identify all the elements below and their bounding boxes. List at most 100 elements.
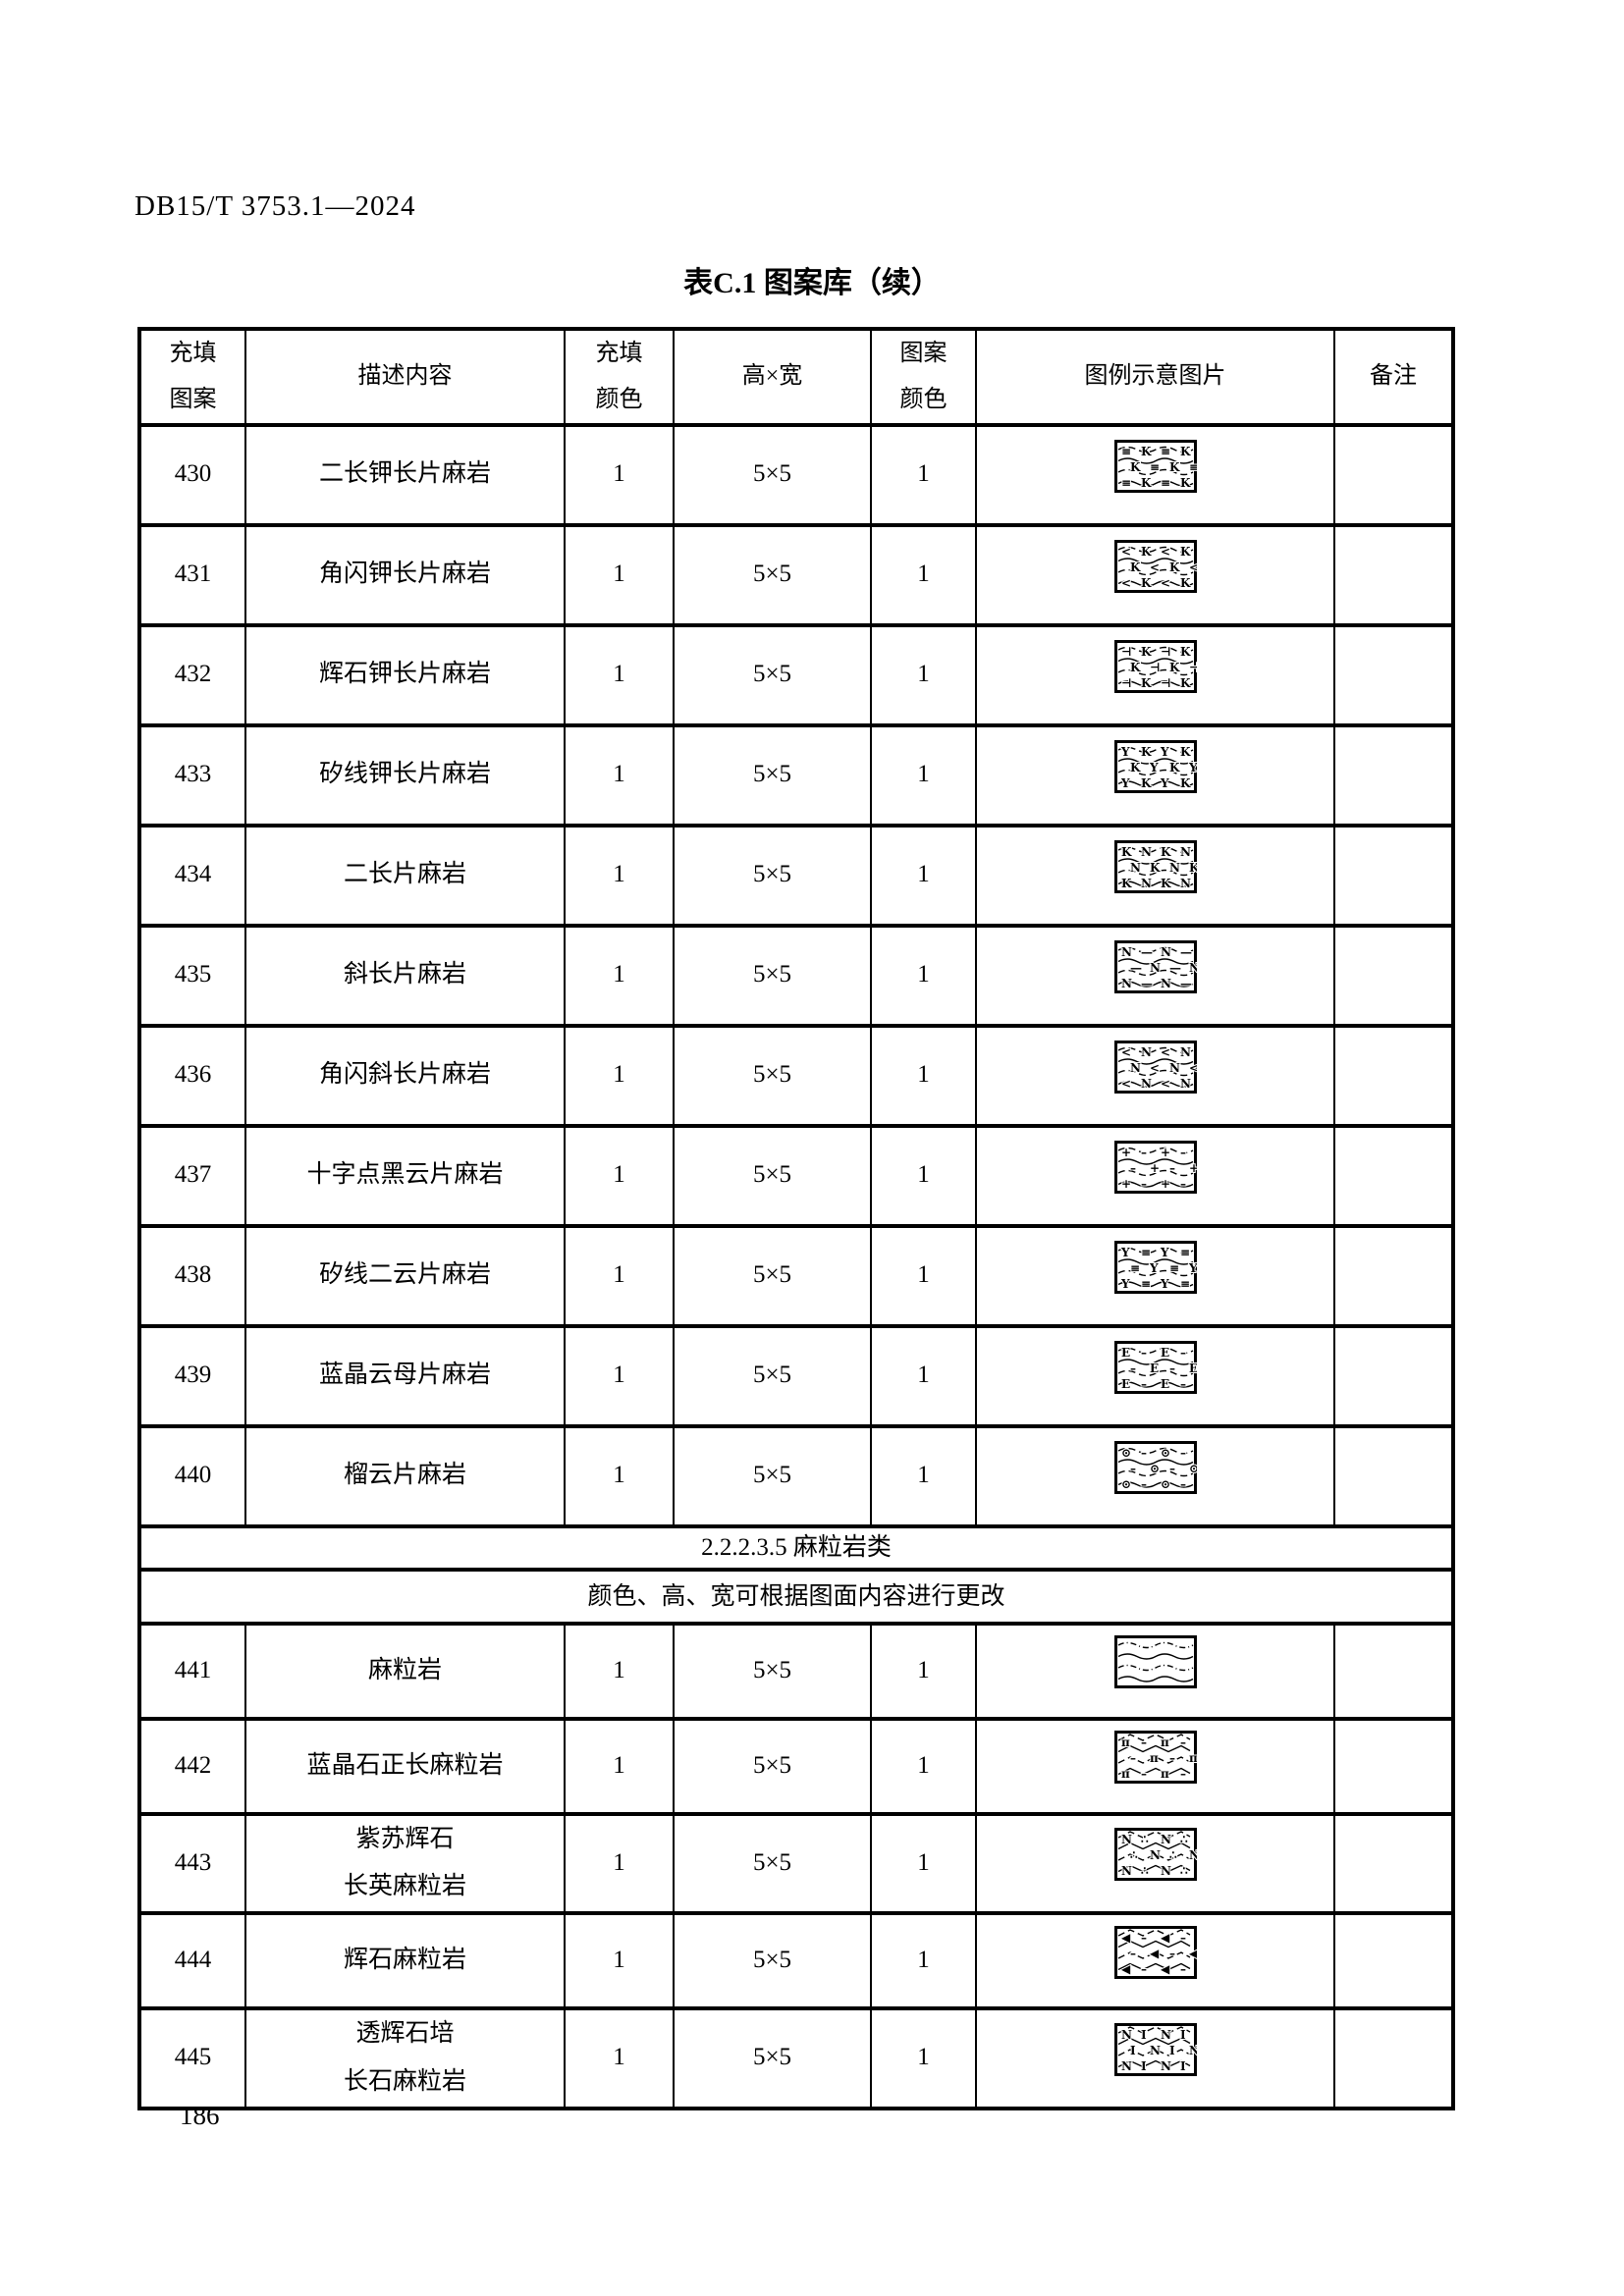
cell-pattern-color: 1 — [870, 1323, 977, 1428]
cell-description: 紫苏辉石 长英麻粒岩 — [244, 1811, 566, 1916]
svg-text:N: N — [1150, 961, 1161, 975]
svg-text:–: – — [1180, 1735, 1186, 1749]
svg-text:<: < — [1161, 576, 1170, 590]
legend-swatch: ⊣K⊣KK⊣K⊣⊣K⊣K — [1113, 639, 1200, 693]
cell-pattern-color: 1 — [870, 823, 977, 928]
svg-text:Y: Y — [1149, 1261, 1159, 1275]
svg-text:N: N — [1189, 1848, 1197, 1862]
svg-text:⊙: ⊙ — [1121, 1446, 1131, 1460]
svg-text:≡: ≡ — [1180, 1246, 1190, 1259]
svg-text:<: < — [1121, 1045, 1131, 1059]
svg-text:–: – — [1141, 1767, 1147, 1781]
svg-text:K: K — [1121, 877, 1132, 890]
svg-text:–: – — [1130, 1947, 1136, 1960]
column-header-description: 描述内容 — [244, 327, 566, 427]
svg-text:∴: ∴ — [1180, 1864, 1188, 1878]
column-header-pattern-color: 图案 颜色 — [870, 327, 977, 427]
svg-text:+: + — [1150, 1161, 1160, 1175]
svg-text:⊣: ⊣ — [1150, 661, 1161, 674]
cell-legend: N∴N∴∴N∴NN∴N∴ — [975, 1811, 1335, 1916]
svg-text:⊙: ⊙ — [1161, 1477, 1170, 1491]
svg-text:K: K — [1169, 460, 1180, 474]
svg-text:–: – — [1180, 1346, 1186, 1360]
svg-text:π: π — [1121, 1767, 1130, 1781]
cell-description: 矽线二云片麻岩 — [244, 1223, 566, 1328]
cell-remark — [1333, 1911, 1454, 2011]
svg-text:–: – — [1141, 1177, 1147, 1191]
svg-text:K: K — [1141, 476, 1152, 490]
svg-text:≡: ≡ — [1169, 1261, 1179, 1275]
svg-text:N: N — [1161, 977, 1171, 990]
svg-text:≡: ≡ — [1141, 1277, 1151, 1291]
svg-text:–: – — [1180, 1767, 1186, 1781]
cell-fill-color: 1 — [564, 823, 675, 928]
legend-swatch: Y ≡ Y ≡ ≡ Y ≡ Y Y ≡ Y ≡ — [1113, 1240, 1199, 1294]
legend-pattern-image: Y ≡ Y ≡≡ Y ≡ YY ≡ Y ≡ — [1113, 1240, 1199, 1294]
legend-pattern-image: N—N——N—NN—N— — [1113, 939, 1201, 993]
column-header-fill-pattern: 充填 图案 — [138, 327, 246, 427]
cell-description: 辉石麻粒岩 — [244, 1911, 566, 2011]
svg-text:—: — — [1180, 977, 1192, 990]
svg-text:Y: Y — [1120, 745, 1130, 759]
svg-text:<: < — [1150, 561, 1160, 574]
cell-remark — [1333, 1223, 1454, 1328]
svg-text:K: K — [1141, 576, 1152, 590]
cell-description: 十字点黑云片麻岩 — [244, 1123, 566, 1228]
cell-fill-pattern: 438 — [138, 1223, 246, 1328]
svg-text:I: I — [1130, 2044, 1136, 2057]
cell-fill-color: 1 — [564, 1811, 675, 1916]
svg-text:–: – — [1180, 1962, 1186, 1976]
legend-swatch: ◀–◀––◀–◀◀–◀– — [1113, 1925, 1200, 1979]
svg-text:≡: ≡ — [1161, 476, 1170, 490]
svg-text:◀: ◀ — [1121, 1962, 1131, 1976]
section-row: 颜色、高、宽可根据图面内容进行更改 — [138, 1567, 1454, 1626]
cell-fill-color: 1 — [564, 1716, 675, 1816]
svg-text:π: π — [1161, 1767, 1169, 1781]
cell-pattern-color: 1 — [870, 522, 977, 627]
cell-pattern-color: 1 — [870, 1911, 977, 2011]
svg-text:≡: ≡ — [1189, 460, 1197, 474]
svg-text:◀: ◀ — [1121, 1931, 1131, 1945]
svg-text:∴: ∴ — [1141, 1833, 1149, 1846]
svg-text:N: N — [1150, 2044, 1161, 2057]
cell-pattern-color: 1 — [870, 722, 977, 828]
cell-remark — [1333, 1323, 1454, 1428]
column-header-remark: 备注 — [1333, 327, 1454, 427]
svg-text:K: K — [1180, 445, 1191, 458]
cell-fill-color: 1 — [564, 522, 675, 627]
cell-remark — [1333, 823, 1454, 928]
svg-text:<: < — [1161, 1077, 1170, 1091]
svg-text:E: E — [1150, 1362, 1159, 1375]
legend-swatch: ⊙–⊙––⊙–⊙⊙–⊙– — [1113, 1440, 1200, 1494]
cell-pattern-color: 1 — [870, 422, 977, 527]
cell-legend: <N<NN<N<<N<N — [975, 1023, 1335, 1128]
legend-pattern-image: E–E––E–EE–E– — [1113, 1340, 1199, 1394]
cell-fill-pattern: 445 — [138, 2006, 246, 2110]
cell-size: 5×5 — [673, 422, 872, 527]
svg-text:+: + — [1121, 1146, 1131, 1159]
svg-text:–: – — [1169, 1462, 1175, 1475]
svg-text:E: E — [1161, 1377, 1169, 1391]
svg-text:K: K — [1180, 645, 1191, 659]
svg-text:Y: Y — [1120, 1246, 1130, 1259]
svg-text:K: K — [1169, 761, 1180, 774]
svg-text:≡: ≡ — [1180, 1277, 1190, 1291]
cell-fill-pattern: 435 — [138, 923, 246, 1028]
svg-text:K: K — [1130, 761, 1141, 774]
cell-pattern-color: 1 — [870, 1023, 977, 1128]
section-row-label: 2.2.2.3.5 麻粒岩类 — [138, 1523, 1454, 1572]
svg-text:N: N — [1121, 977, 1132, 990]
cell-description: 斜长片麻岩 — [244, 923, 566, 1028]
svg-text:–: – — [1141, 1477, 1147, 1491]
svg-text:⊣: ⊣ — [1161, 676, 1171, 690]
svg-text:I: I — [1141, 2028, 1147, 2042]
svg-text:K: K — [1169, 661, 1180, 674]
svg-text:◀: ◀ — [1161, 1962, 1170, 1976]
